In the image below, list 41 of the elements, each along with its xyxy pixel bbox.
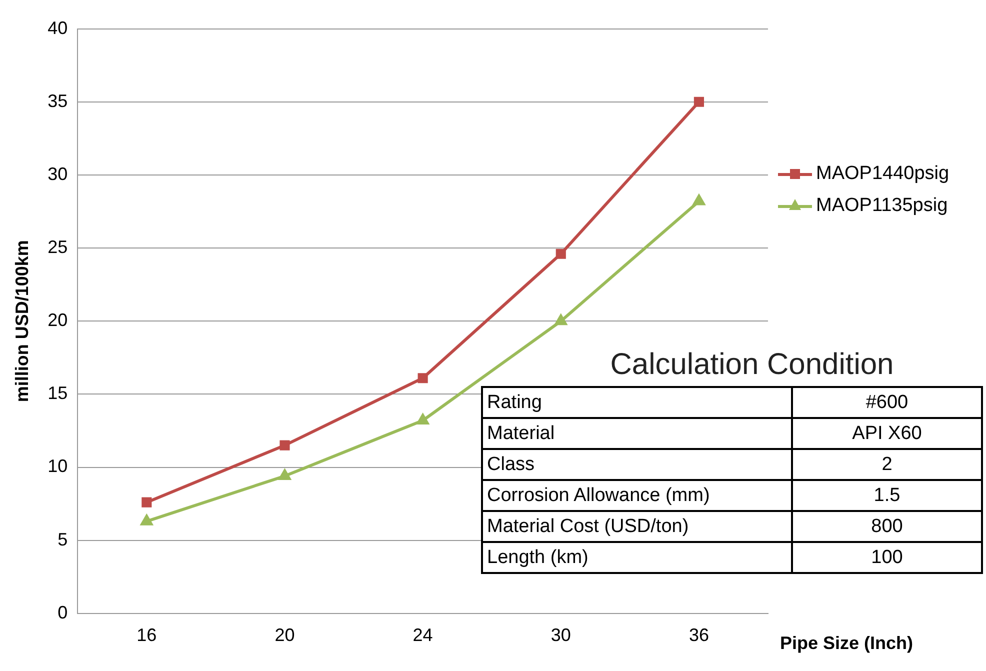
y-tick-label: 30 <box>48 164 68 184</box>
text: 1.5 <box>874 484 900 506</box>
point <box>693 194 705 206</box>
y-tick-label: 40 <box>48 18 68 38</box>
text: #600 <box>866 392 908 412</box>
x-tick-label: 24 <box>412 625 433 646</box>
point <box>278 470 291 480</box>
annotation: Material Cost (USD/ton) <box>482 511 792 542</box>
x-axis-title: Pipe Size (Inch) <box>780 633 914 654</box>
text: 100 <box>871 546 903 568</box>
point <box>140 514 152 526</box>
point <box>142 497 152 508</box>
point <box>418 373 428 384</box>
y-tick-label: 0 <box>58 602 68 622</box>
x-tick-label: 30 <box>550 625 571 646</box>
y-tick-label: 15 <box>48 383 68 404</box>
annotation: Material <box>482 418 792 449</box>
text: API X60 <box>852 422 922 444</box>
y-axis-title: million USD/100km <box>12 240 32 402</box>
y-tick-label: 20 <box>48 310 68 330</box>
text: 2 <box>882 454 892 474</box>
point <box>555 314 567 326</box>
annotation: Calculation Condition <box>609 348 895 382</box>
annotation: Corrosion Allowance (mm) <box>482 480 792 511</box>
x-tick-label: 36 <box>688 625 709 646</box>
text: 800 <box>871 516 903 536</box>
point <box>556 248 566 259</box>
annotation: Length (km) <box>482 542 792 573</box>
y-tick-label: 25 <box>48 236 68 257</box>
legend-label: MAOP1135psig <box>816 195 948 217</box>
legend-label: MAOP1440psig <box>816 163 950 185</box>
point <box>280 440 290 450</box>
y-tick-label: 10 <box>48 456 68 476</box>
annotation: Class <box>482 449 792 480</box>
y-tick-label: 35 <box>48 90 68 111</box>
x-tick-label: 20 <box>274 625 295 646</box>
point <box>694 96 704 107</box>
y-tick-label: 5 <box>58 529 68 550</box>
x-tick-label: 16 <box>136 625 157 646</box>
annotation: Rating <box>482 387 792 418</box>
point <box>416 414 429 424</box>
